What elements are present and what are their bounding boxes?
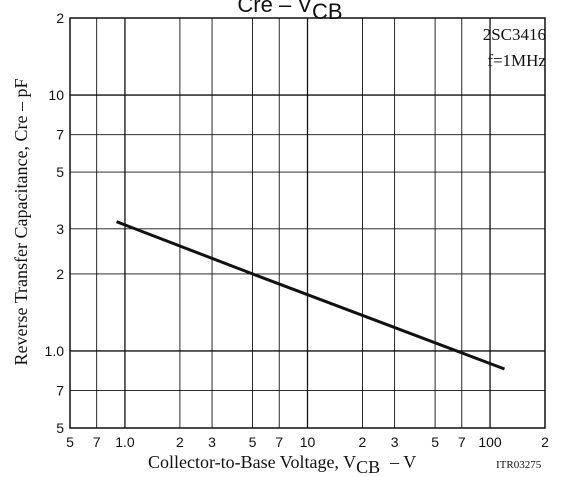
x-tick-label: 10 [300, 434, 316, 450]
y-tick-label: 7 [56, 127, 64, 143]
y-tick-label: 3 [56, 221, 64, 237]
x-axis-label-subscript: CB [356, 457, 380, 477]
x-tick-label: 5 [66, 434, 74, 450]
y-tick-label: 5 [56, 420, 64, 436]
y-tick-label: 5 [56, 164, 64, 180]
x-tick-label: 5 [249, 434, 257, 450]
chart-title: Cre – VCB [237, 0, 342, 24]
figure-id: ITR03275 [496, 459, 542, 471]
x-axis-label-main: Collector-to-Base Voltage, V [148, 452, 356, 472]
x-tick-label: 7 [275, 434, 283, 450]
plot-frame [69, 17, 546, 429]
annotation-model: 2SC3416 [483, 25, 546, 44]
data-series [116, 220, 506, 371]
x-tick-label: 7 [93, 434, 101, 450]
series-line-0 [116, 220, 506, 371]
x-tick-label: 2 [176, 434, 184, 450]
y-axis-label: Reverse Transfer Capacitance, Cre – pF [11, 79, 31, 366]
x-tick-label: 2 [359, 434, 367, 450]
chart-title-subscript: CB [312, 0, 343, 24]
gridlines [69, 17, 546, 429]
x-tick-label: 100 [478, 434, 502, 450]
x-tick-label: 2 [541, 434, 549, 450]
y-axis-ticks: 5 7 1.0 2 3 5 7 10 2 [45, 10, 65, 436]
x-tick-label: 3 [208, 434, 216, 450]
x-tick-label: 1.0 [115, 434, 135, 450]
y-tick-label: 7 [56, 383, 64, 399]
x-tick-label: 5 [431, 434, 439, 450]
y-tick-label: 10 [48, 87, 64, 103]
chart-title-main: Cre – V [237, 0, 312, 17]
x-axis-ticks: 5 7 1.0 2 3 5 7 10 2 3 5 7 100 2 [66, 434, 549, 450]
y-tick-label: 1.0 [45, 343, 65, 359]
y-tick-label: 2 [56, 10, 64, 26]
annotation-frequency: f=1MHz [487, 51, 546, 70]
x-axis-label-unit: – V [389, 452, 416, 472]
x-tick-label: 7 [458, 434, 466, 450]
x-axis-label: Collector-to-Base Voltage, VCB – V [148, 452, 416, 477]
y-tick-label: 2 [56, 266, 64, 282]
x-tick-label: 3 [391, 434, 399, 450]
